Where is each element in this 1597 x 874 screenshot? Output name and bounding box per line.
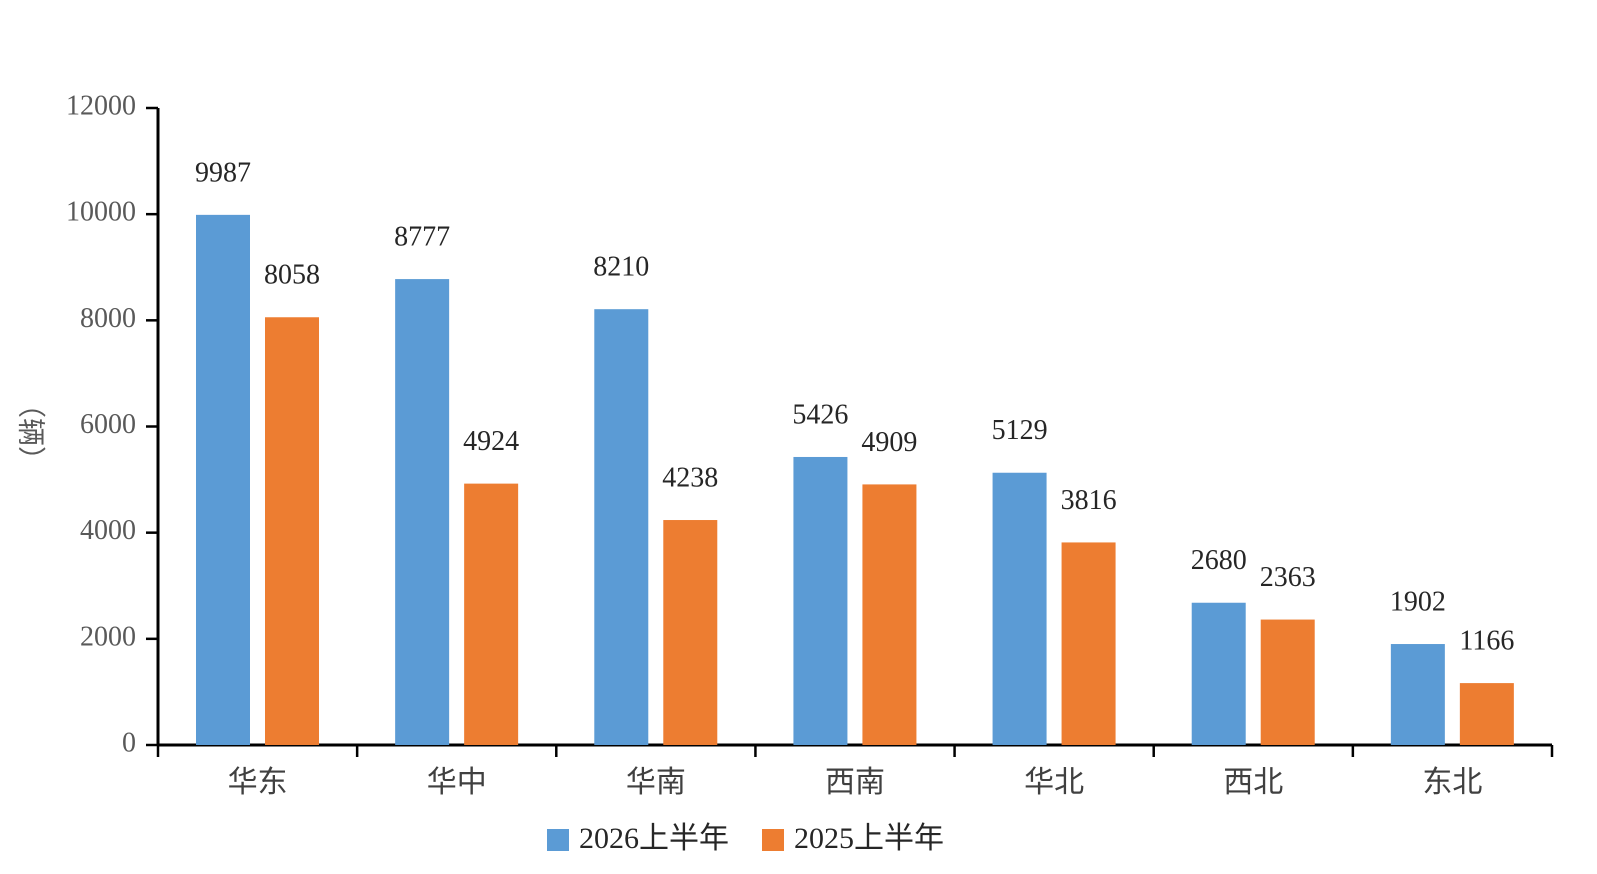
x-tick-label: 东北	[1422, 766, 1482, 799]
legend-swatch	[762, 829, 784, 851]
y-tick-label: 10000	[66, 197, 136, 228]
bar	[1459, 683, 1514, 745]
y-tick-label: 8000	[80, 303, 136, 334]
bar	[793, 456, 848, 745]
y-tick-label: 4000	[80, 515, 136, 546]
bar	[1061, 542, 1116, 745]
y-tick-label: 12000	[66, 90, 136, 121]
value-label: 5426	[792, 399, 848, 430]
value-label: 2680	[1191, 545, 1247, 576]
x-tick-label: 西北	[1223, 766, 1283, 799]
x-tick-label: 华中	[427, 766, 487, 799]
value-label: 1166	[1459, 626, 1514, 657]
bar	[464, 483, 519, 745]
bar	[594, 309, 649, 745]
value-label: 9987	[195, 157, 251, 188]
x-tick-label: 华东	[228, 766, 288, 799]
bar	[196, 214, 250, 745]
value-label: 5129	[992, 415, 1048, 446]
y-tick-label: 6000	[80, 409, 136, 440]
bar	[663, 520, 718, 745]
legend-swatch	[547, 829, 569, 851]
value-label: 1902	[1390, 586, 1446, 617]
bar	[265, 317, 319, 745]
bar	[1260, 619, 1315, 745]
y-tick-label: 2000	[80, 621, 136, 652]
bar	[1390, 644, 1445, 745]
y-tick-label: 0	[122, 727, 136, 758]
value-label: 8210	[593, 252, 649, 283]
bar	[1191, 602, 1246, 745]
value-label: 2363	[1260, 562, 1316, 593]
value-label: 4924	[463, 426, 519, 457]
x-tick-label: 华北	[1024, 766, 1084, 799]
bar	[862, 484, 917, 745]
x-tick-label: 华南	[626, 766, 686, 799]
value-label: 8777	[394, 222, 450, 253]
x-tick-label: 西南	[825, 766, 885, 799]
legend-label: 2026上半年	[579, 822, 729, 855]
legend-label: 2025上半年	[794, 822, 944, 855]
value-label: 3816	[1061, 485, 1117, 516]
y-axis-label: （辆）	[15, 390, 47, 474]
bar	[992, 472, 1047, 745]
value-label: 4238	[662, 462, 718, 493]
bar	[395, 279, 450, 745]
value-label: 8058	[264, 260, 320, 291]
value-label: 4909	[861, 427, 917, 458]
